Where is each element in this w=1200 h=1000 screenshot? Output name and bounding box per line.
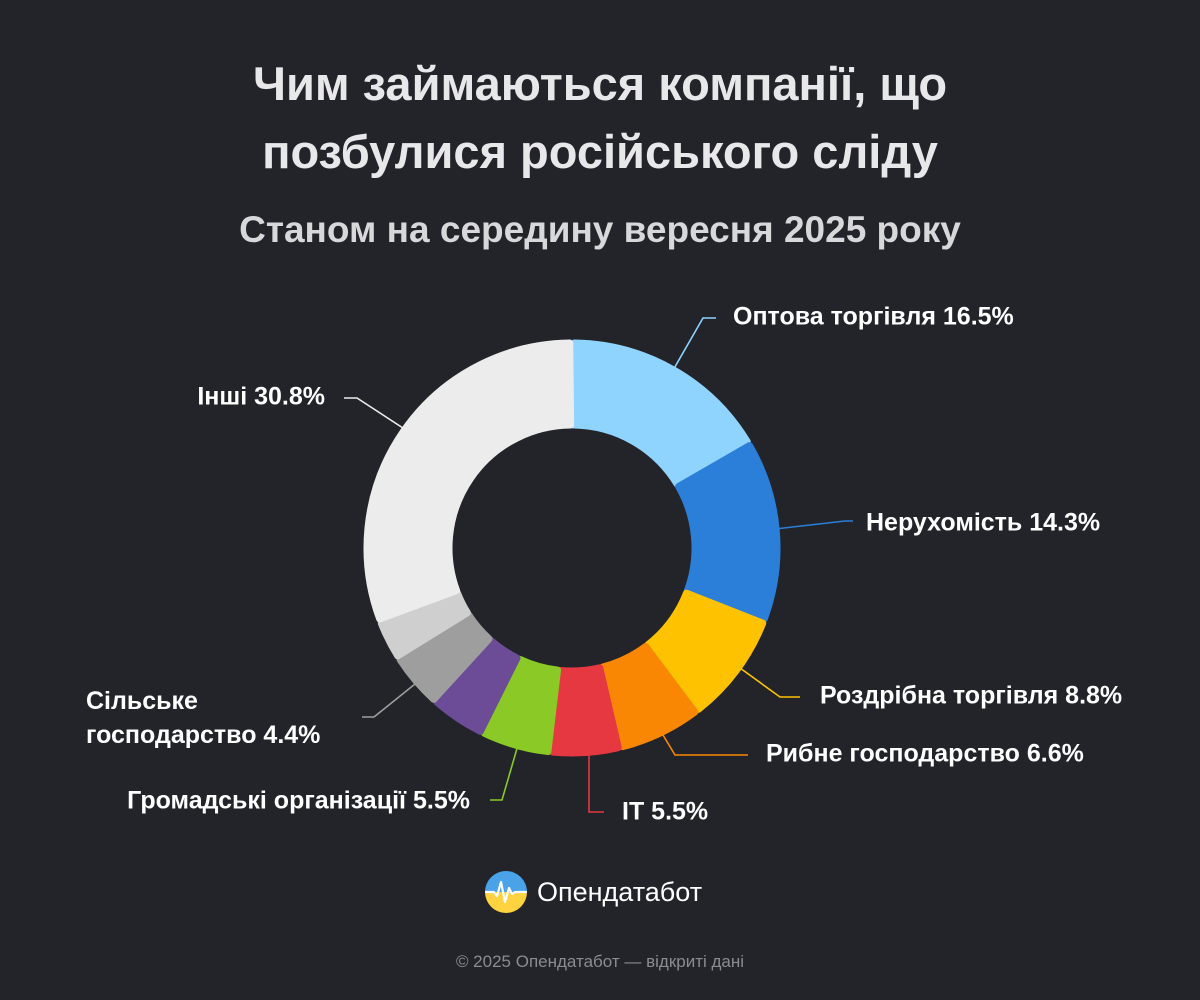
- leader-line: [344, 397, 407, 431]
- donut-slice-Нерухомість: [675, 442, 781, 623]
- donut-slice-IT: [548, 664, 622, 757]
- leader-line: [671, 317, 716, 373]
- brand-name: Опендатабот: [537, 876, 703, 907]
- slice-label: Рибне господарство 6.6%: [766, 740, 1084, 768]
- leader-line: [774, 520, 853, 530]
- slice-label: IT 5.5%: [622, 798, 708, 826]
- donut-slice-Сільське господарство: [396, 611, 493, 703]
- slice-label: Інші 30.8%: [197, 383, 325, 411]
- donut-slice-unlabeled-6: [433, 637, 521, 735]
- slice-label: Оптова торгівля 16.5%: [733, 303, 1014, 331]
- chart-title-line-2: позбулися російського сліду: [262, 125, 938, 178]
- leader-line: [490, 744, 519, 801]
- donut-slice-Роздрібна торгівля: [644, 589, 767, 713]
- donut-slice-Рибне господарство: [598, 642, 699, 751]
- leader-line: [659, 729, 748, 756]
- footer-copyright: © 2025 Опендатабот — відкриті дані: [455, 952, 745, 971]
- chart-title-line-1: Чим займаються компанії, що: [252, 57, 948, 110]
- chart-subtitle: Станом на середину вересня 2025 року: [239, 209, 961, 250]
- slice-label: Роздрібна торгівля 8.8%: [820, 682, 1122, 710]
- slice-label: Сільське господарство 4.4%: [86, 687, 320, 749]
- leader-line: [362, 679, 421, 718]
- opendatabot-logo-icon: [484, 871, 528, 913]
- donut-slice-Оптова торгівля: [569, 339, 751, 488]
- slice-label: Громадські організації 5.5%: [127, 787, 470, 815]
- donut-slice-Інші: [363, 339, 575, 623]
- brand: Опендатабот: [484, 870, 702, 914]
- donut-slice-Громадські організації: [480, 655, 562, 756]
- slice-label: Нерухомість 14.3%: [866, 509, 1100, 537]
- leader-line: [739, 667, 800, 698]
- chart-title: Чим займаються компанії, що позбулися ро…: [0, 50, 1200, 186]
- leader-line: [588, 748, 604, 813]
